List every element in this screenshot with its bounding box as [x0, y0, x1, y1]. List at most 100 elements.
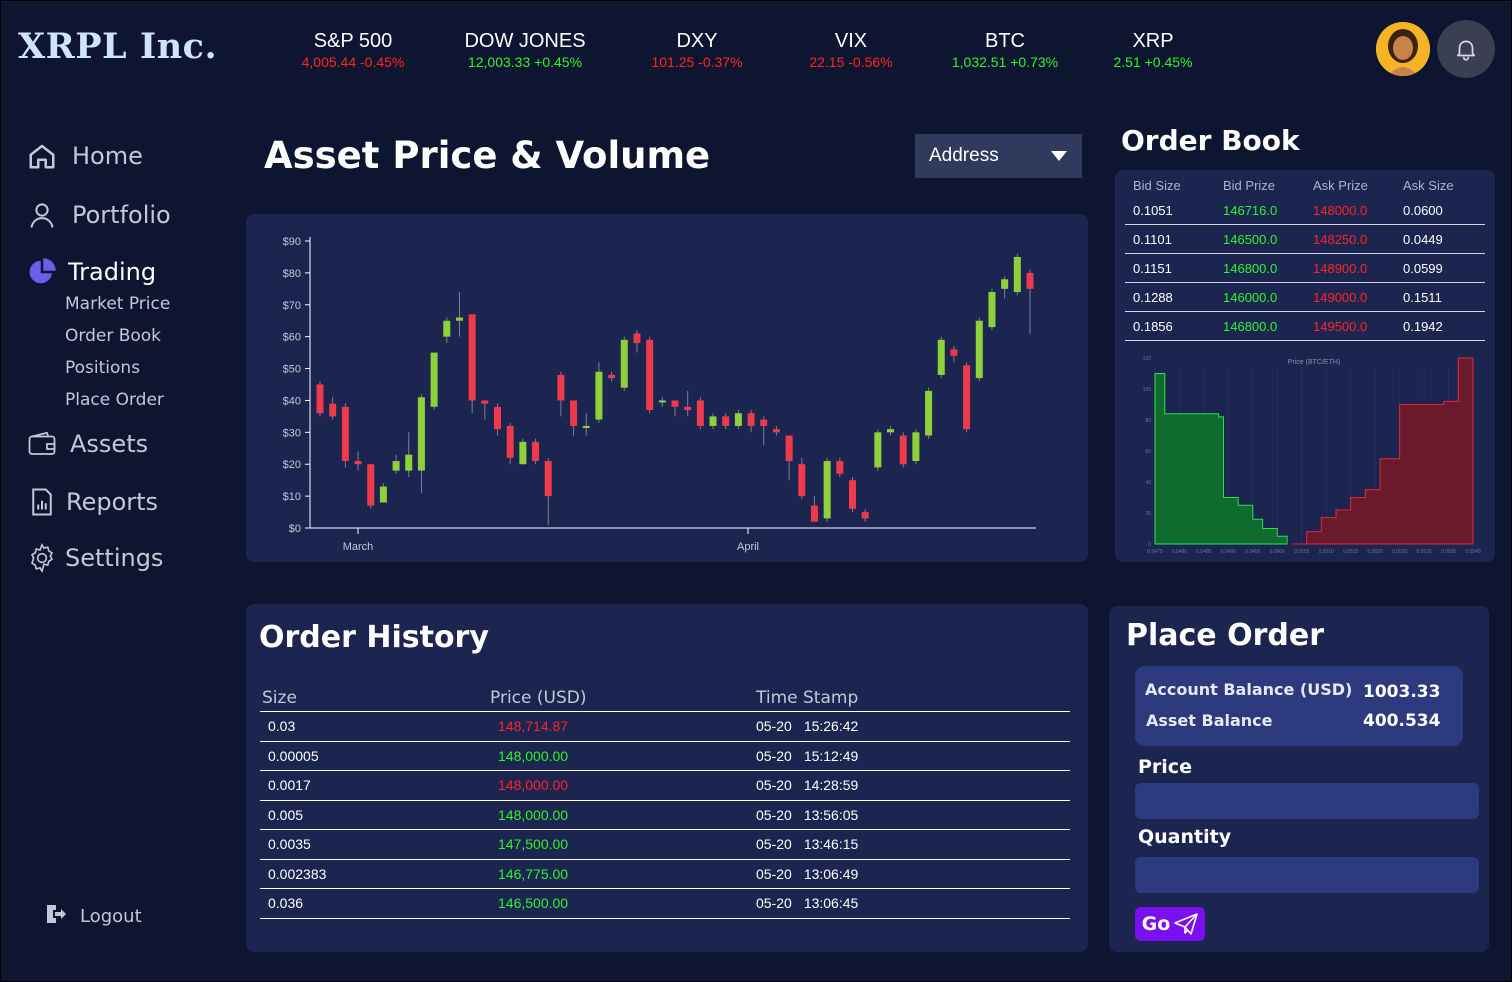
- candle-body: [544, 461, 552, 497]
- quantity-input[interactable]: [1135, 857, 1479, 893]
- candle-body: [608, 374, 616, 379]
- candle-body: [341, 406, 349, 462]
- order-book-cell: 149000.0: [1313, 289, 1368, 305]
- send-icon: [1174, 913, 1199, 935]
- ticker-value: 2.51 +0.45%: [1113, 54, 1193, 70]
- bid-depth-area: [1154, 373, 1288, 545]
- sidebar-item-label: Reports: [66, 488, 159, 516]
- order-book-row[interactable]: 0.1051 146716.0 148000.0 0.0600: [1125, 196, 1485, 225]
- brand-logo[interactable]: XRPL Inc.: [18, 26, 218, 67]
- depth-x-tick-label: 0.0490: [1221, 549, 1237, 555]
- depth-x-tick-label: 0.0505: [1294, 549, 1310, 555]
- ticker-value: 4,005.44 -0.45%: [301, 54, 405, 70]
- candle-body: [823, 461, 831, 519]
- candle-body: [798, 464, 806, 497]
- account-balance-value: 1003.33: [1363, 682, 1441, 702]
- ticker-item[interactable]: VIX 22.15 -0.56%: [776, 30, 926, 71]
- candle-body: [633, 333, 641, 344]
- table-row[interactable]: 0.036 146,500.00 05-20 13:06:45: [260, 889, 1070, 919]
- depth-x-tick-label: 0.0495: [1245, 549, 1261, 555]
- order-book-row[interactable]: 0.1288 146000.0 149000.0 0.1511: [1125, 283, 1485, 312]
- table-row[interactable]: 0.0017 148,000.00 05-20 14:28:59: [260, 771, 1070, 801]
- asset-balance-value: 400.534: [1363, 711, 1441, 731]
- candle-body: [595, 371, 603, 420]
- order-book-cell: 0.0600: [1403, 202, 1443, 218]
- user-avatar[interactable]: [1376, 22, 1430, 76]
- order-book-row[interactable]: 0.1856 146800.0 149500.0 0.1942: [1125, 312, 1485, 341]
- sidebar-subitem-positions[interactable]: Positions: [65, 358, 141, 378]
- depth-y-tick-label: 60: [1145, 449, 1151, 455]
- price-cell: 147,500.00: [498, 836, 569, 853]
- time-cell: 15:12:49: [803, 747, 859, 764]
- depth-x-tick-label: 0.0520: [1368, 549, 1384, 555]
- address-select[interactable]: Address: [915, 134, 1082, 178]
- order-book-row[interactable]: 0.1101 146500.0 148250.0 0.0449: [1125, 225, 1485, 254]
- candle-body: [849, 480, 856, 509]
- sidebar-item-settings[interactable]: Settings: [26, 542, 163, 574]
- go-button[interactable]: Go: [1135, 907, 1205, 941]
- ticker-item[interactable]: DXY 101.25 -0.37%: [622, 30, 772, 71]
- table-row[interactable]: 0.0035 147,500.00 05-20 13:46:15: [260, 830, 1070, 860]
- user-icon: [26, 199, 58, 231]
- ticker-name: DXY: [676, 30, 718, 52]
- order-history-header: Size: [262, 687, 297, 708]
- sidebar-item-reports[interactable]: Reports: [26, 486, 158, 518]
- timestamp-cell: 05-20 15:12:49: [748, 748, 1070, 764]
- ticker-name: BTC: [985, 30, 1025, 52]
- depth-x-tick-label: 0.0525: [1392, 549, 1408, 555]
- size-cell: 0.0035: [268, 836, 311, 853]
- date-cell: 05-20: [756, 806, 792, 823]
- sidebar-item-trading[interactable]: Trading: [26, 256, 156, 288]
- asset-balance-label: Asset Balance: [1146, 711, 1273, 730]
- sidebar-item-home[interactable]: Home: [26, 140, 143, 172]
- notification-button[interactable]: [1437, 20, 1495, 78]
- order-book-panel: Bid Size Bid Prize Ask Prize Ask Size 0.…: [1115, 170, 1495, 562]
- table-row[interactable]: 0.005 148,000.00 05-20 13:56:05: [260, 801, 1070, 830]
- depth-x-tick-label: 0.0530: [1416, 549, 1432, 555]
- candle-body: [557, 374, 565, 401]
- sidebar-subitem-market-price[interactable]: Market Price: [65, 294, 171, 314]
- depth-y-tick-label: 0: [1148, 542, 1151, 548]
- size-cell: 0.036: [268, 895, 304, 912]
- candle-body: [861, 512, 869, 519]
- sidebar-subitem-order-book[interactable]: Order Book: [65, 326, 162, 346]
- size-cell: 0.0017: [268, 777, 311, 794]
- depth-x-tick-label: 0.0535: [1441, 549, 1457, 555]
- candle-body: [367, 464, 375, 506]
- quantity-label: Quantity: [1138, 826, 1232, 848]
- table-row[interactable]: 0.00005 148,000.00 05-20 15:12:49: [260, 742, 1070, 771]
- table-row[interactable]: 0.03 148,714.87 05-20 15:26:42: [260, 712, 1070, 742]
- time-cell: 13:06:45: [803, 895, 859, 912]
- order-book-cell: 0.0449: [1403, 231, 1443, 247]
- order-book-row[interactable]: 0.1151 146800.0 148900.0 0.0599: [1125, 254, 1485, 283]
- candle-body: [354, 461, 362, 465]
- ticker-item[interactable]: DOW JONES 12,003.33 +0.45%: [450, 30, 600, 71]
- order-book-cell: 0.1511: [1403, 289, 1442, 305]
- sidebar-item-label: Portfolio: [72, 201, 171, 229]
- order-history-header-row: Size Price (USD) Time Stamp: [260, 684, 1070, 712]
- logout-icon: [44, 902, 68, 931]
- depth-x-tick-label: 0.0500: [1270, 549, 1286, 555]
- place-order-panel: Place Order Account Balance (USD) 1003.3…: [1109, 606, 1489, 952]
- price-cell: 148,000.00: [498, 777, 569, 794]
- sidebar-item-assets[interactable]: Assets: [26, 428, 148, 460]
- depth-x-tick-label: 0.0540: [1465, 549, 1481, 555]
- sidebar-subitem-place-order[interactable]: Place Order: [65, 390, 164, 410]
- sidebar-item-label: Settings: [65, 544, 164, 572]
- ticker-item[interactable]: BTC 1,032.51 +0.73%: [930, 30, 1080, 71]
- sidebar-item-portfolio[interactable]: Portfolio: [26, 199, 171, 231]
- ticker-item[interactable]: S&P 500 4,005.44 -0.45%: [278, 30, 428, 71]
- price-input[interactable]: [1135, 783, 1479, 819]
- depth-x-tick-label: 0.0475: [1147, 549, 1163, 555]
- candle-body: [734, 413, 742, 426]
- logout-button[interactable]: Logout: [44, 902, 142, 931]
- depth-chart: Price (BTC/ETH) 120 100 80 60 40 20 00.0475 0.04…: [1143, 356, 1481, 555]
- candle-body: [696, 400, 704, 426]
- table-row[interactable]: 0.002383 146,775.00 05-20 13:06:49: [260, 860, 1070, 889]
- order-book-cell: 146500.0: [1223, 231, 1278, 247]
- home-icon: [26, 140, 58, 172]
- time-cell: 13:06:49: [803, 865, 859, 882]
- ticker-item[interactable]: XRP 2.51 +0.45%: [1078, 30, 1228, 71]
- size-cell: 0.03: [268, 718, 296, 735]
- bell-icon: [1457, 40, 1475, 61]
